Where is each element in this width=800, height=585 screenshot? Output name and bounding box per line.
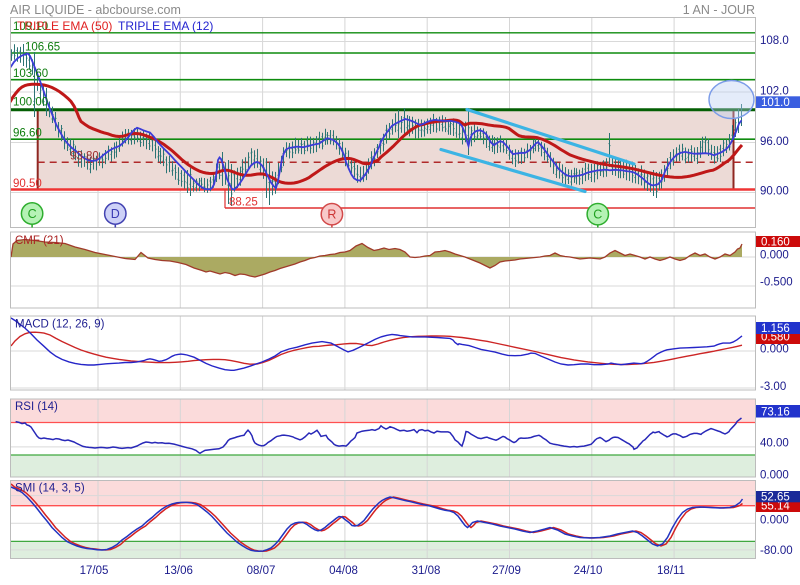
svg-text:1.156: 1.156	[761, 323, 790, 335]
svg-text:88.25: 88.25	[229, 197, 258, 209]
svg-text:0.580: 0.580	[761, 332, 790, 344]
svg-text:109.10: 109.10	[13, 21, 48, 33]
svg-text:SMI (14, 3, 5): SMI (14, 3, 5)	[15, 483, 85, 495]
svg-text:73.16: 73.16	[761, 406, 790, 418]
svg-text:24/10: 24/10	[574, 565, 603, 577]
svg-text:R: R	[327, 208, 336, 222]
svg-text:55.14: 55.14	[761, 501, 790, 513]
svg-text:0.000: 0.000	[760, 515, 789, 527]
svg-text:04/08: 04/08	[329, 565, 358, 577]
svg-text:MACD (12, 26, 9): MACD (12, 26, 9)	[15, 319, 105, 331]
svg-text:90.50: 90.50	[13, 178, 42, 190]
svg-text:102.0: 102.0	[760, 85, 789, 97]
svg-text:18/11: 18/11	[657, 565, 685, 577]
svg-text:-3.00: -3.00	[760, 381, 786, 393]
svg-text:TRIPLE EMA (12): TRIPLE EMA (12)	[118, 19, 213, 33]
svg-text:108.0: 108.0	[760, 35, 789, 47]
svg-text:TRIPLE EMA (50): TRIPLE EMA (50)	[17, 19, 112, 33]
svg-text:93.80: 93.80	[70, 151, 99, 163]
svg-text:08/07: 08/07	[247, 565, 276, 577]
svg-text:C: C	[593, 208, 602, 222]
svg-text:C: C	[28, 207, 37, 221]
svg-text:106.65: 106.65	[25, 42, 60, 54]
svg-text:0.000: 0.000	[760, 250, 789, 262]
svg-text:1 AN - JOUR: 1 AN - JOUR	[683, 3, 755, 17]
svg-text:101.0: 101.0	[761, 97, 790, 109]
svg-text:0.000: 0.000	[760, 470, 789, 482]
svg-text:AIR LIQUIDE - abcbourse.com: AIR LIQUIDE - abcbourse.com	[10, 3, 181, 17]
svg-text:100.00: 100.00	[13, 97, 48, 109]
svg-text:-80.00: -80.00	[760, 545, 793, 557]
svg-text:0.160: 0.160	[761, 237, 790, 249]
svg-text:96.60: 96.60	[13, 128, 42, 140]
svg-text:103.60: 103.60	[13, 68, 48, 80]
svg-text:CMF (21): CMF (21)	[15, 235, 64, 247]
svg-text:13/06: 13/06	[164, 565, 193, 577]
svg-text:17/05: 17/05	[80, 565, 109, 577]
svg-text:D: D	[111, 207, 120, 221]
svg-text:96.00: 96.00	[760, 136, 789, 148]
svg-text:40.00: 40.00	[760, 438, 789, 450]
svg-text:-0.500: -0.500	[760, 277, 793, 289]
svg-text:0.000: 0.000	[760, 344, 789, 356]
svg-text:RSI (14): RSI (14)	[15, 401, 58, 413]
svg-text:52.65: 52.65	[761, 492, 790, 504]
svg-text:31/08: 31/08	[412, 565, 441, 577]
svg-text:90.00: 90.00	[760, 186, 789, 198]
svg-text:27/09: 27/09	[492, 565, 521, 577]
